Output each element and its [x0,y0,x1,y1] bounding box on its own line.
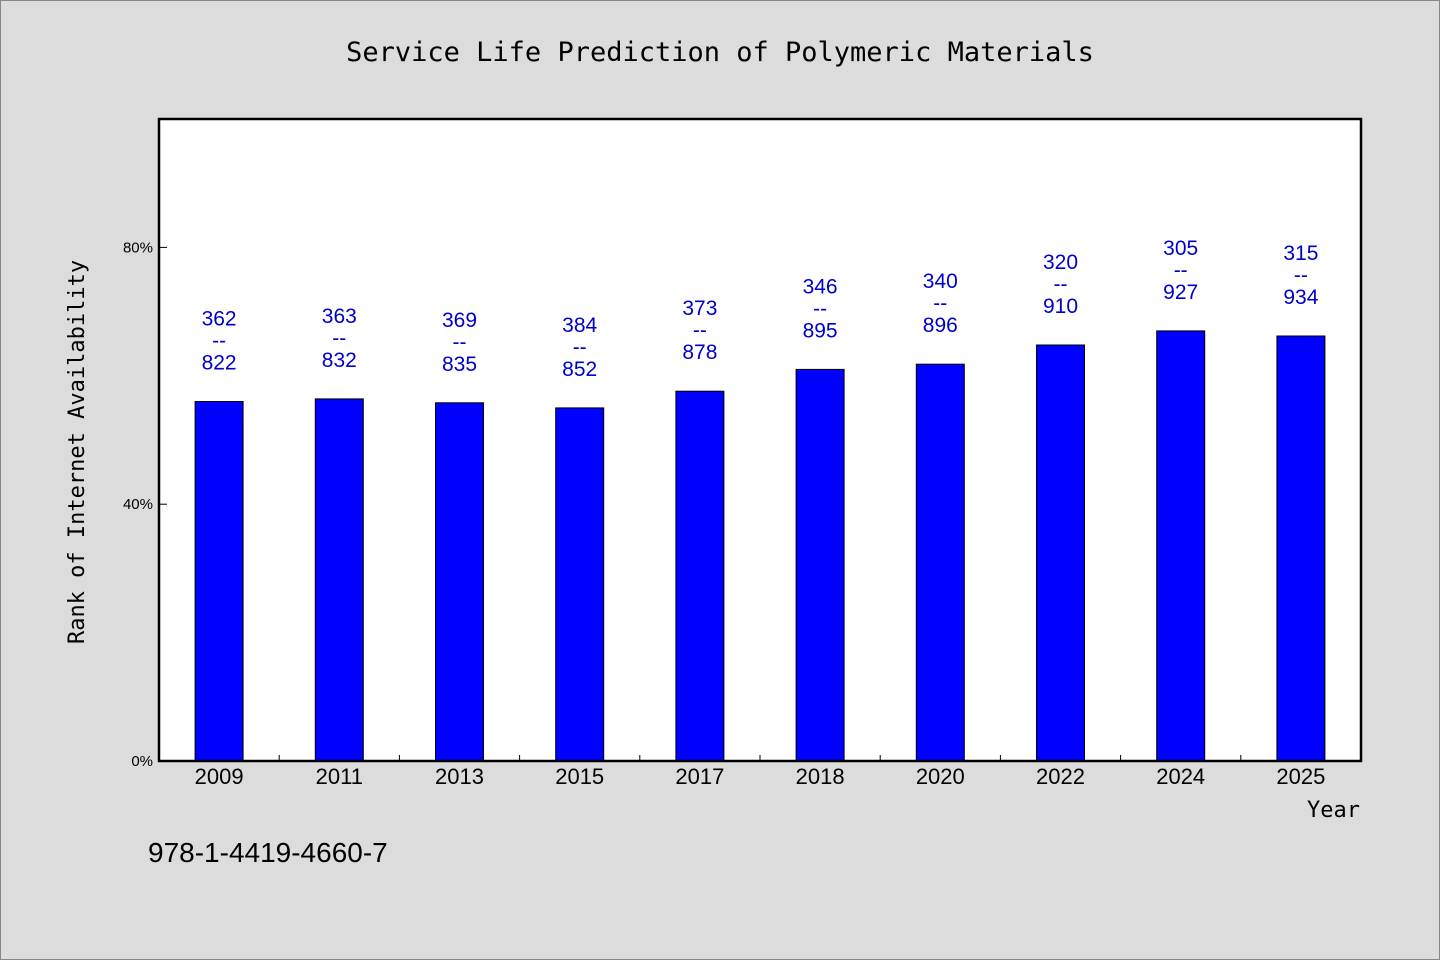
bar-2011 [314,398,364,762]
data-label-2013-2: 835 [442,353,477,376]
x-tick-label-2024: 2024 [1156,764,1205,789]
data-label-2018-0: 346 [803,275,838,298]
data-label-2013-1: -- [453,331,467,354]
data-label-2022-0: 320 [1043,251,1078,274]
data-label-2018-2: 895 [803,319,838,342]
data-label-2011-1: -- [332,327,346,350]
bar-2017 [675,390,725,762]
data-label-2020-1: -- [933,292,947,315]
data-label-2025-1: -- [1294,264,1308,287]
data-label-2009-1: -- [212,330,226,353]
x-tick-label-2015: 2015 [555,764,604,789]
x-axis: 2009 2011 2013 2015 2017 2018 2020 2022 2024 2025 [195,755,1325,789]
data-label-2015-2: 852 [562,358,597,381]
y-tick-label-0: 0% [131,753,153,770]
data-label-2020-2: 896 [923,314,958,337]
data-label-2015-1: -- [573,336,587,359]
x-tick-label-2013: 2013 [435,764,484,789]
y-axis: 0% 40% 80% [123,239,167,770]
x-tick-label-2022: 2022 [1036,764,1085,789]
data-label-2011-2: 832 [322,349,357,372]
x-tick-label-2017: 2017 [675,764,724,789]
bar-2024 [1156,330,1206,762]
data-label-2009-0: 362 [202,308,237,331]
data-label-2017-2: 878 [682,341,717,364]
x-tick-label-2011: 2011 [316,764,363,789]
bar-2015 [555,407,605,762]
data-labels-group: 362--822363--832369--835384--852373--878… [202,237,1319,381]
bars-group [194,330,1326,762]
data-label-2022-2: 910 [1043,295,1078,318]
bar-2018 [795,368,845,762]
x-axis-label: Year [1307,798,1360,823]
data-label-2015-0: 384 [562,314,597,337]
x-tick-label-2025: 2025 [1276,764,1325,789]
bar-2013 [435,402,484,762]
data-label-2025-2: 934 [1283,286,1318,309]
data-label-2017-0: 373 [682,297,717,320]
data-label-2011-0: 363 [322,305,357,328]
data-label-2013-0: 369 [442,309,477,332]
y-tick-label-80: 80% [123,239,153,256]
isbn-footer: 978-1-4419-4660-7 [148,837,388,868]
chart-title: Service Life Prediction of Polymeric Mat… [346,37,1094,68]
y-tick-label-40: 40% [123,496,153,513]
bar-2025 [1276,335,1326,762]
data-label-2025-0: 315 [1283,242,1318,265]
data-label-2009-2: 822 [202,352,237,375]
x-tick-label-2009: 2009 [195,764,244,789]
data-label-2024-0: 305 [1163,237,1198,260]
bar-2009 [194,401,244,762]
data-label-2024-2: 927 [1163,281,1198,304]
x-tick-label-2020: 2020 [916,764,965,789]
data-label-2017-1: -- [693,319,707,342]
x-tick-label-2018: 2018 [796,764,845,789]
data-label-2024-1: -- [1174,259,1188,282]
data-label-2020-0: 340 [923,270,958,293]
data-label-2022-1: -- [1054,273,1068,296]
y-axis-label: Rank of Internet Availability [65,260,90,644]
bar-2022 [1036,344,1085,762]
data-label-2018-1: -- [813,297,827,320]
plot-border [157,117,1363,763]
bar-2020 [915,363,965,762]
